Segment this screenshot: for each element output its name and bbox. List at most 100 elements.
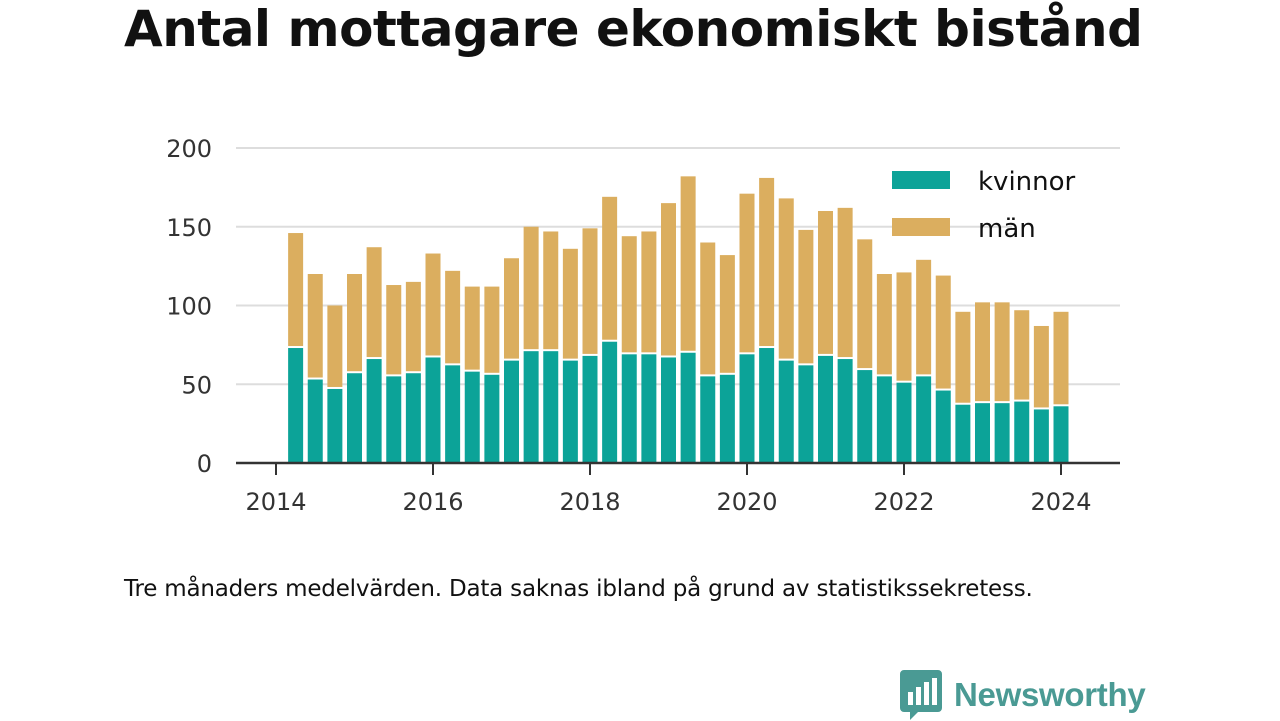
legend-swatch-man — [892, 218, 950, 236]
bar-man — [700, 242, 716, 375]
bar-man — [739, 193, 755, 353]
bar-man — [288, 233, 304, 347]
bar-kvinnor — [366, 359, 382, 463]
legend-swatch-kvinnor — [892, 171, 950, 189]
bar-man — [778, 198, 794, 359]
bar-man — [818, 211, 833, 354]
bars — [288, 176, 1069, 463]
bar-kvinnor — [484, 374, 500, 463]
bar-man — [876, 274, 892, 375]
bar-kvinnor — [935, 390, 951, 463]
bar-kvinnor — [896, 382, 912, 463]
bar-kvinnor — [1053, 406, 1069, 463]
x-axis: 2014 2016 2018 2020 2022 2024 — [245, 463, 1092, 516]
bar-kvinnor — [955, 404, 971, 463]
chart-note: Tre månaders medelvärden. Data saknas ib… — [124, 576, 1033, 602]
bar-man — [975, 302, 990, 402]
bar-man — [307, 274, 323, 378]
bar-kvinnor — [1033, 409, 1049, 463]
bar-kvinnor — [876, 376, 892, 463]
y-tick-label: 150 — [166, 214, 212, 242]
chart: 0 50 100 150 200 2014 2016 2018 2020 2022 2024 kv… — [166, 135, 1132, 516]
bar-man — [719, 255, 735, 373]
bar-kvinnor — [347, 373, 362, 463]
bar-man — [641, 231, 657, 353]
bar-man — [523, 226, 539, 350]
bar-kvinnor — [857, 370, 873, 463]
bar-man — [366, 247, 382, 358]
bar-kvinnor — [641, 354, 657, 463]
y-tick-label: 0 — [197, 450, 212, 478]
bar-man — [445, 270, 461, 364]
x-tick-label: 2024 — [1030, 488, 1091, 516]
legend-label-kvinnor: kvinnor — [978, 167, 1076, 197]
bar-man — [484, 286, 500, 373]
bar-kvinnor — [719, 374, 735, 463]
newsworthy-logo: Newsworthy — [900, 669, 1146, 721]
y-axis-tick-labels: 0 50 100 150 200 — [166, 135, 212, 478]
bar-kvinnor — [778, 360, 794, 463]
bar-man — [661, 203, 676, 356]
bar-man — [386, 285, 402, 375]
bar-kvinnor — [837, 359, 853, 463]
bar-man — [425, 253, 441, 356]
bar-man — [935, 275, 951, 389]
bar-man — [602, 196, 618, 340]
bar-kvinnor — [386, 376, 402, 463]
bar-kvinnor — [700, 376, 716, 463]
bar-kvinnor — [759, 348, 775, 463]
bar-man — [621, 236, 637, 353]
bar-man — [857, 239, 873, 369]
bar-kvinnor — [975, 403, 990, 463]
bar-man — [1033, 325, 1049, 408]
bar-kvinnor — [445, 365, 461, 463]
bar-man — [347, 274, 362, 372]
bar-man — [759, 177, 775, 347]
bar-kvinnor — [425, 357, 441, 463]
bar-kvinnor — [798, 365, 814, 463]
chart-title: Antal mottagare ekonomiskt bistånd — [124, 0, 1143, 58]
bar-man — [582, 228, 598, 354]
bar-man — [798, 229, 814, 364]
bar-chart-speech-bubble-icon — [900, 670, 942, 720]
bar-kvinnor — [680, 352, 696, 463]
bar-man — [327, 305, 343, 387]
bar-kvinnor — [562, 360, 578, 463]
bar-man — [1053, 311, 1069, 405]
bar-kvinnor — [288, 348, 304, 463]
bar-man — [955, 311, 971, 403]
bar-kvinnor — [464, 371, 480, 463]
bar-man — [837, 207, 853, 358]
legend-label-man: män — [978, 214, 1036, 244]
y-tick-label: 50 — [181, 371, 212, 399]
legend-backdrop — [1012, 205, 1132, 245]
bar-man — [543, 231, 559, 350]
bar-kvinnor — [739, 354, 755, 463]
bar-man — [562, 248, 578, 359]
x-tick-label: 2022 — [873, 488, 934, 516]
bar-man — [994, 302, 1010, 402]
bar-man — [680, 176, 696, 351]
bar-kvinnor — [504, 360, 519, 463]
bar-kvinnor — [523, 351, 539, 463]
bar-kvinnor — [621, 354, 637, 463]
y-tick-label: 100 — [166, 293, 212, 321]
bar-kvinnor — [818, 355, 833, 463]
x-tick-label: 2020 — [716, 488, 777, 516]
brand-name: Newsworthy — [954, 676, 1146, 713]
bar-kvinnor — [994, 403, 1010, 463]
gridlines — [236, 147, 1120, 386]
bar-kvinnor — [405, 373, 421, 463]
bar-man — [916, 259, 932, 375]
bar-man — [405, 281, 421, 372]
bar-man — [896, 272, 912, 381]
bar-kvinnor — [602, 341, 618, 463]
bar-man — [1014, 310, 1030, 400]
bar-kvinnor — [307, 379, 323, 463]
x-tick-label: 2014 — [245, 488, 306, 516]
bar-kvinnor — [327, 388, 343, 463]
bar-kvinnor — [661, 357, 676, 463]
bar-kvinnor — [582, 355, 598, 463]
bar-kvinnor — [916, 376, 932, 463]
bar-kvinnor — [543, 351, 559, 463]
